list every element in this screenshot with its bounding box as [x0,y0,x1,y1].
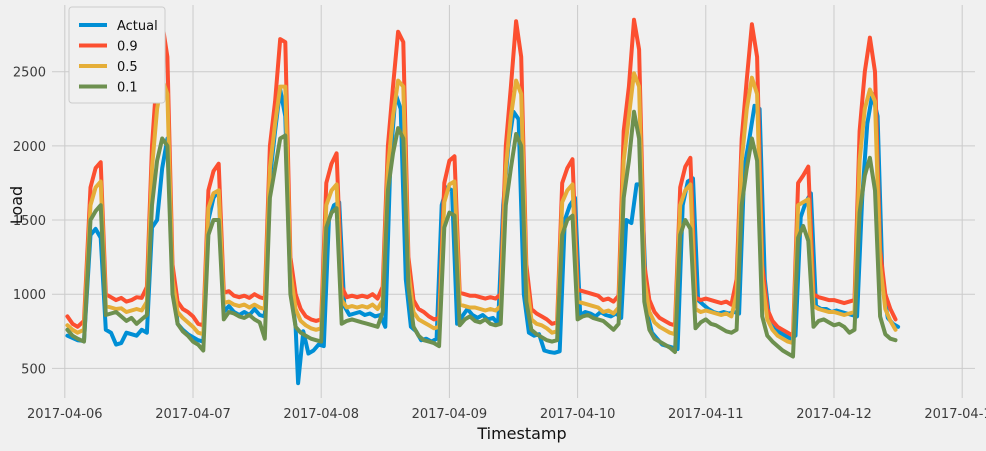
series-line-0-5 [65,71,898,346]
x-tick-label: 2017-04-07 [155,407,231,422]
x-tick-label: 2017-04-10 [540,407,616,422]
y-tick-label: 1000 [13,288,46,303]
x-tick-label: 2017-04-06 [27,407,103,422]
y-tick-label: 2500 [13,66,46,81]
legend-label: 0.5 [117,60,138,75]
y-tick-labels: 500 1000 1500 2000 2500 [13,66,46,378]
x-tick-label: 2017-04-12 [796,407,872,422]
x-tick-label: 2017-04-08 [283,407,359,422]
x-tick-label: 2017-04-13 [924,407,986,422]
x-tick-label: 2017-04-11 [668,407,744,422]
series-line-0-1 [65,109,898,359]
x-tick-labels: 2017-04-06 2017-04-07 2017-04-08 2017-04-09… [27,407,986,422]
legend-label: 0.9 [117,40,138,55]
y-tick-label: 2000 [13,140,46,155]
legend: Actual 0.9 0.5 0.1 [68,6,166,104]
y-tick-label: 1500 [13,214,46,229]
legend-label: 0.1 [117,81,138,96]
x-tick-label: 2017-04-09 [412,407,488,422]
y-tick-label: 500 [21,362,46,377]
y-axis-label: Load [7,186,26,224]
x-axis-label: Timestamp [476,424,566,443]
legend-box [68,6,166,104]
series-layer [65,17,901,386]
legend-label: Actual [117,19,158,34]
